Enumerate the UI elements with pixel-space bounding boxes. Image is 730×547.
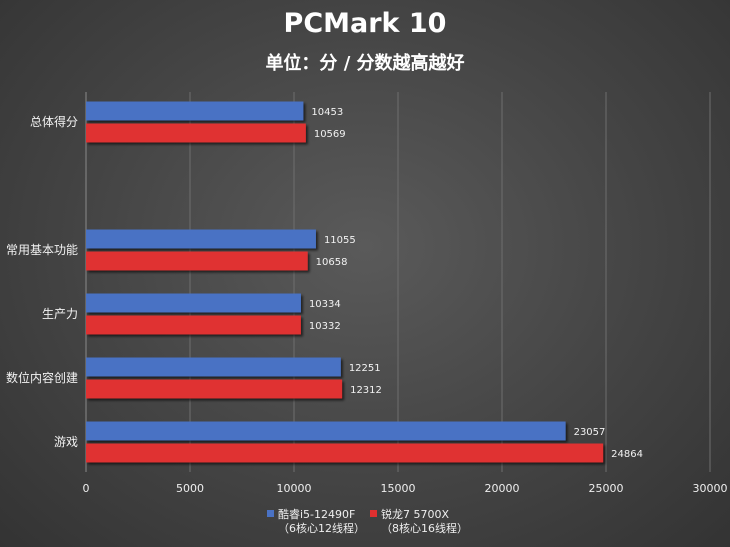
data-label-series-1-1: 11055 — [324, 235, 356, 246]
bar-series-1-3 — [86, 357, 341, 377]
bar-series-2-3 — [86, 379, 343, 399]
category-label-0: 总体得分 — [30, 114, 78, 129]
x-tick-label-2: 10000 — [277, 482, 312, 495]
category-label-4: 游戏 — [54, 435, 78, 449]
legend-label-series-2: 锐龙7 5700X — [381, 508, 450, 521]
data-label-series-1-3: 12251 — [349, 363, 381, 374]
x-tick-label-4: 20000 — [485, 482, 520, 495]
bar-series-2-2 — [86, 315, 301, 335]
data-label-series-2-0: 10569 — [314, 129, 346, 140]
bar-series-1-4 — [86, 421, 566, 441]
legend-item-series-2: 锐龙7 5700X （8核心16线程） — [370, 508, 468, 536]
bar-series-2-4 — [86, 443, 604, 463]
bar-series-2-1 — [86, 251, 308, 271]
data-label-series-2-3: 12312 — [350, 385, 382, 396]
x-tick-label-0: 0 — [83, 482, 90, 495]
data-label-series-1-0: 10453 — [311, 107, 343, 118]
bar-series-1-1 — [86, 229, 316, 249]
bar-series-1-0 — [86, 101, 304, 121]
x-tick-label-5: 25000 — [589, 482, 624, 495]
legend-item-series-1: 酷睿i5-12490F （6核心12线程） — [267, 508, 365, 536]
data-label-series-2-4: 24864 — [611, 449, 643, 460]
data-label-series-2-2: 10332 — [309, 321, 341, 332]
legend-sublabel-series-2: （8核心16线程） — [381, 522, 468, 535]
data-label-series-1-4: 23057 — [574, 427, 606, 438]
data-label-series-2-1: 10658 — [316, 257, 348, 268]
x-tick-label-1: 5000 — [176, 482, 204, 495]
legend-label-series-1: 酷睿i5-12490F — [278, 508, 356, 521]
legend-swatch-series-1 — [267, 510, 274, 517]
bar-series-2-0 — [86, 123, 306, 143]
legend-sublabel-series-1: （6核心12线程） — [278, 522, 365, 535]
legend-swatch-series-2 — [370, 510, 377, 517]
x-tick-label-6: 30000 — [693, 482, 728, 495]
data-label-series-1-2: 10334 — [309, 299, 341, 310]
category-label-3: 数位内容创建 — [6, 370, 78, 385]
x-tick-label-3: 15000 — [381, 482, 416, 495]
bar-series-1-2 — [86, 293, 301, 313]
category-label-2: 生产力 — [42, 307, 78, 321]
chart-subtitle: 单位：分 / 分数越高越好 — [265, 53, 465, 74]
category-label-1: 常用基本功能 — [6, 243, 78, 257]
chart-title: PCMark 10 — [283, 8, 447, 39]
